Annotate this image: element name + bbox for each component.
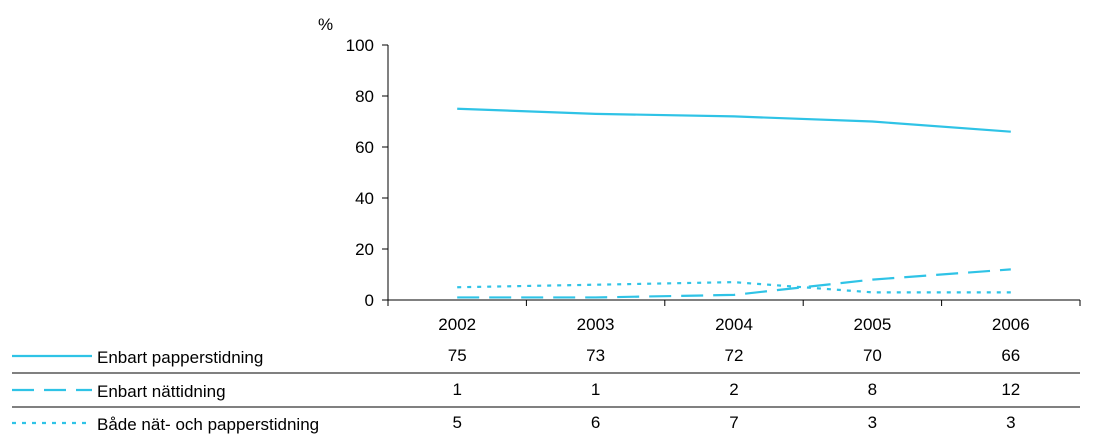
legend-label: Enbart nättidning	[97, 382, 226, 401]
legend-label: Enbart papperstidning	[97, 348, 263, 367]
table-value: 6	[591, 413, 600, 432]
y-tick-label: 20	[355, 240, 374, 259]
table-value: 2	[729, 380, 738, 399]
table-value: 73	[586, 346, 605, 365]
x-axis-ticks: 2002 2003 2004 2005 2006	[387, 300, 1081, 334]
table-value: 72	[725, 346, 744, 365]
y-axis-unit-label: %	[318, 15, 333, 34]
table-value: 3	[868, 413, 877, 432]
y-tick-label: 0	[365, 291, 374, 310]
y-tick-label: 40	[355, 189, 374, 208]
table-value: 1	[591, 380, 600, 399]
y-axis-ticks: 0 20 40 60 80 100	[346, 36, 388, 310]
legend-label: Både nät- och papperstidning	[97, 415, 319, 434]
table-value: 1	[452, 380, 461, 399]
series-line-1	[457, 107, 1011, 133]
table-value: 66	[1001, 346, 1020, 365]
series-line-2	[457, 268, 1011, 299]
x-tick-label: 2002	[438, 315, 476, 334]
x-tick-label: 2006	[992, 315, 1030, 334]
table-value: 7	[729, 413, 738, 432]
table-value: 8	[868, 380, 877, 399]
y-tick-label: 100	[346, 36, 374, 55]
table-value: 70	[863, 346, 882, 365]
table-value: 12	[1001, 380, 1020, 399]
y-tick-label: 60	[355, 138, 374, 157]
table-value: 5	[452, 413, 461, 432]
x-tick-label: 2004	[715, 315, 753, 334]
x-tick-label: 2005	[853, 315, 891, 334]
table-value: 3	[1006, 413, 1015, 432]
table-value: 75	[448, 346, 467, 365]
y-tick-label: 80	[355, 87, 374, 106]
series-line-3	[457, 281, 1011, 294]
series-lines	[457, 107, 1011, 299]
x-tick-label: 2003	[577, 315, 615, 334]
